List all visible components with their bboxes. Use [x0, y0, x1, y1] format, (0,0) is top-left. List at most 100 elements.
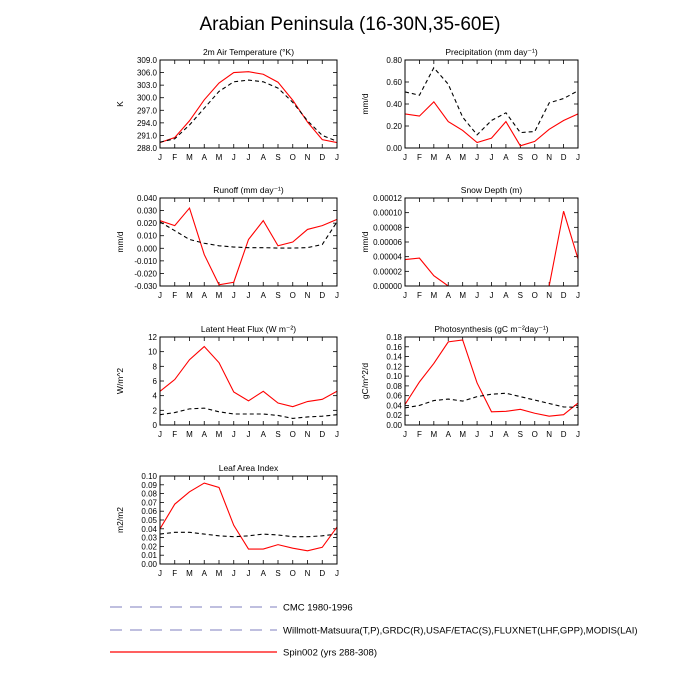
- x-tick-label: M: [216, 569, 223, 578]
- x-tick-label: N: [305, 291, 311, 300]
- x-tick-label: J: [490, 291, 494, 300]
- x-tick-label: O: [532, 291, 538, 300]
- y-tick-label: 0.00: [386, 421, 402, 430]
- plot-frame: [159, 336, 338, 426]
- x-tick-label: J: [247, 430, 251, 439]
- x-tick-label: M: [459, 430, 466, 439]
- panel-title: Runoff (mm day⁻¹): [213, 185, 284, 195]
- series-model-line: [160, 206, 337, 286]
- y-tick-label: 12: [148, 333, 157, 342]
- panel-title: Snow Depth (m): [461, 185, 523, 195]
- x-tick-label: J: [232, 430, 236, 439]
- x-tick-label: D: [561, 153, 567, 162]
- x-tick-label: N: [305, 430, 311, 439]
- x-tick-label: A: [261, 291, 267, 300]
- x-tick-label: J: [335, 569, 339, 578]
- x-tick-label: A: [261, 430, 267, 439]
- x-tick-label: A: [202, 153, 208, 162]
- y-axis-label: W/m^2: [115, 368, 125, 394]
- y-tick-label: 0.60: [386, 78, 402, 87]
- x-tick-label: J: [232, 153, 236, 162]
- x-tick-label: O: [290, 291, 296, 300]
- x-tick-label: N: [546, 153, 552, 162]
- x-tick-label: J: [475, 430, 479, 439]
- y-tick-label: -0.030: [134, 282, 157, 291]
- panel-6: Photosynthesis (gC m⁻²day⁻¹) gC/m^2/d 0.00…: [360, 324, 580, 439]
- x-tick-label: A: [202, 291, 208, 300]
- panel-title: Photosynthesis (gC m⁻²day⁻¹): [434, 324, 548, 334]
- y-axis-label: K: [115, 101, 125, 107]
- x-tick-label: J: [403, 430, 407, 439]
- x-tick-label: S: [275, 569, 280, 578]
- panel-title: Leaf Area Index: [219, 463, 279, 473]
- x-tick-label: J: [158, 291, 162, 300]
- x-tick-label: M: [430, 291, 437, 300]
- y-tick-label: 0.00002: [373, 267, 402, 276]
- x-tick-label: J: [576, 430, 580, 439]
- plot-frame: [404, 336, 579, 426]
- y-tick-label: 0.20: [386, 122, 402, 131]
- x-tick-label: F: [417, 430, 422, 439]
- x-tick-label: S: [518, 291, 523, 300]
- y-tick-label: 0.000: [137, 244, 158, 253]
- y-tick-label: 294.0: [137, 119, 158, 128]
- series-obs-line: [405, 66, 578, 136]
- y-tick-label: 0.40: [386, 100, 402, 109]
- series-model-line: [405, 339, 578, 417]
- x-tick-label: J: [475, 153, 479, 162]
- x-tick-label: D: [319, 569, 325, 578]
- x-tick-label: M: [186, 569, 193, 578]
- x-tick-label: A: [202, 430, 208, 439]
- y-tick-label: 2: [153, 406, 158, 415]
- x-tick-label: A: [446, 291, 452, 300]
- x-tick-label: J: [490, 430, 494, 439]
- y-tick-label: 0.10: [386, 372, 402, 381]
- series-obs-line: [160, 531, 337, 538]
- x-tick-label: J: [247, 569, 251, 578]
- series-model-line: [160, 345, 337, 408]
- series-obs-line: [160, 407, 337, 419]
- y-tick-label: 0.06: [386, 392, 402, 401]
- y-tick-label: 300.0: [137, 94, 158, 103]
- y-tick-label: 0.020: [137, 219, 158, 228]
- x-tick-label: F: [172, 291, 177, 300]
- panel-7: Leaf Area Index m2/m2 0.000.010.020.030.04…: [115, 463, 339, 578]
- x-tick-label: S: [518, 153, 523, 162]
- y-tick-label: 291.0: [137, 131, 158, 140]
- y-tick-label: 0.030: [137, 207, 158, 216]
- y-tick-label: 0.00008: [373, 223, 402, 232]
- x-tick-label: O: [532, 153, 538, 162]
- y-tick-label: 0.00: [141, 560, 157, 569]
- y-axis-label: mm/d: [115, 231, 125, 253]
- x-tick-label: F: [417, 153, 422, 162]
- x-tick-label: S: [275, 291, 280, 300]
- x-tick-label: J: [403, 291, 407, 300]
- x-tick-label: A: [503, 291, 509, 300]
- y-tick-label: 0.07: [141, 498, 157, 507]
- series-model-line: [160, 71, 337, 144]
- x-tick-label: J: [335, 291, 339, 300]
- x-tick-label: D: [561, 430, 567, 439]
- y-tick-label: 0.03: [141, 534, 157, 543]
- y-tick-label: 0.16: [386, 343, 402, 352]
- y-tick-label: 0.00: [386, 144, 402, 153]
- y-tick-label: 4: [153, 392, 158, 401]
- y-axis-label: m2/m2: [115, 507, 125, 533]
- y-tick-label: 0.04: [386, 401, 402, 410]
- x-tick-label: M: [216, 430, 223, 439]
- y-tick-label: 0.18: [386, 333, 402, 342]
- y-tick-label: 0.00010: [373, 209, 402, 218]
- x-tick-label: A: [446, 430, 452, 439]
- y-tick-label: 288.0: [137, 144, 158, 153]
- x-tick-label: J: [158, 430, 162, 439]
- y-tick-label: 0.00012: [373, 194, 402, 203]
- y-axis-label: mm/d: [360, 231, 370, 253]
- figure-title: Arabian Peninsula (16-30N,35-60E): [199, 14, 500, 35]
- x-tick-label: J: [247, 153, 251, 162]
- x-tick-label: D: [319, 153, 325, 162]
- x-tick-label: O: [532, 430, 538, 439]
- x-tick-label: A: [503, 153, 509, 162]
- y-tick-label: 0.08: [386, 382, 402, 391]
- x-tick-label: D: [319, 430, 325, 439]
